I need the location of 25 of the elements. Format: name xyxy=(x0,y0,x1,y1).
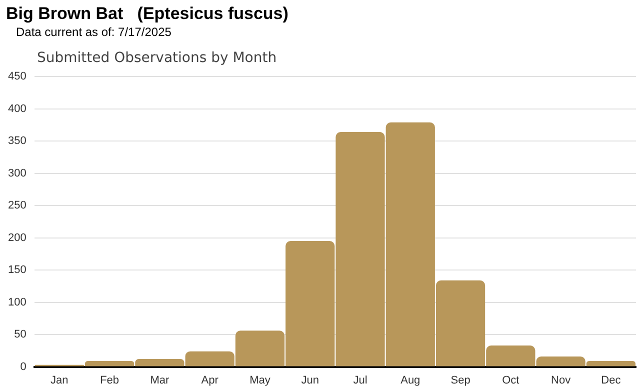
x-tick-label: Apr xyxy=(201,374,219,386)
chart-title: Big Brown Bat (Eptesicus fuscus) xyxy=(6,4,288,24)
y-tick-label: 100 xyxy=(8,296,26,308)
x-tick-label: Dec xyxy=(601,374,622,386)
y-tick-label: 200 xyxy=(8,232,26,244)
y-tick-label: 0 xyxy=(20,360,26,373)
x-tick-label: Nov xyxy=(551,374,572,386)
x-tick-label: Sep xyxy=(450,374,470,386)
y-tick-label: 350 xyxy=(8,135,26,148)
y-tick-label: 400 xyxy=(8,102,26,115)
x-tick-label: Oct xyxy=(502,374,520,386)
x-tick-label: Jul xyxy=(353,374,368,386)
x-tick-label: Aug xyxy=(400,374,420,386)
x-tick-label: Jan xyxy=(50,374,68,386)
y-tick-label: 250 xyxy=(8,200,26,212)
x-tick-label: Feb xyxy=(100,374,120,386)
x-tick-label: Jun xyxy=(301,374,319,386)
y-tick-label: 50 xyxy=(14,328,26,341)
text: Submitted Observations by Month xyxy=(37,50,277,66)
x-tick-label: Mar xyxy=(150,374,170,386)
chart-subtitle: Data current as of: 7/17/2025 xyxy=(16,25,172,39)
y-tick-label: 450 xyxy=(8,70,26,83)
y-tick-label: 150 xyxy=(8,264,26,276)
x-tick-label: May xyxy=(250,374,271,386)
y-tick-label: 300 xyxy=(8,167,26,180)
